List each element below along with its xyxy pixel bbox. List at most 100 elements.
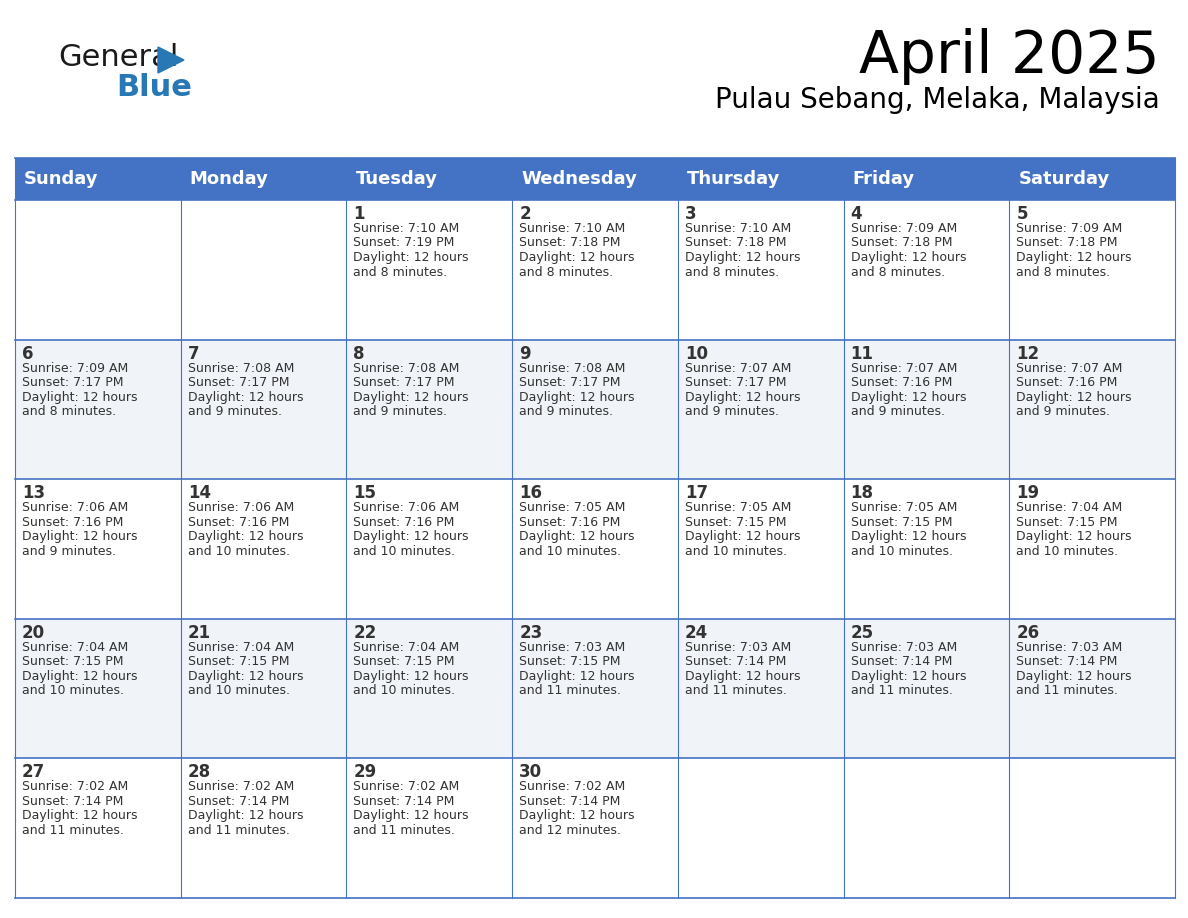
- Text: Daylight: 12 hours: Daylight: 12 hours: [519, 531, 634, 543]
- Text: 8: 8: [353, 344, 365, 363]
- Text: Sunrise: 7:04 AM: Sunrise: 7:04 AM: [188, 641, 293, 654]
- Text: Sunset: 7:18 PM: Sunset: 7:18 PM: [1016, 237, 1118, 250]
- Bar: [15, 479, 181, 619]
- Text: 10: 10: [684, 344, 708, 363]
- Bar: [678, 158, 843, 200]
- Text: 12: 12: [1016, 344, 1040, 363]
- Text: 24: 24: [684, 624, 708, 642]
- Bar: [843, 758, 1010, 898]
- Text: Daylight: 12 hours: Daylight: 12 hours: [684, 390, 801, 404]
- Text: Sunrise: 7:03 AM: Sunrise: 7:03 AM: [519, 641, 625, 654]
- Text: 26: 26: [1016, 624, 1040, 642]
- Text: Sunrise: 7:09 AM: Sunrise: 7:09 AM: [1016, 222, 1123, 235]
- Text: Sunset: 7:17 PM: Sunset: 7:17 PM: [188, 376, 289, 389]
- Text: Sunrise: 7:04 AM: Sunrise: 7:04 AM: [353, 641, 460, 654]
- Bar: [512, 479, 678, 619]
- Text: Sunset: 7:18 PM: Sunset: 7:18 PM: [684, 237, 786, 250]
- Text: Daylight: 12 hours: Daylight: 12 hours: [353, 390, 469, 404]
- Bar: [678, 479, 843, 619]
- Text: Sunrise: 7:02 AM: Sunrise: 7:02 AM: [188, 780, 293, 793]
- Bar: [347, 619, 512, 758]
- Text: April 2025: April 2025: [859, 28, 1159, 85]
- Text: Sunset: 7:15 PM: Sunset: 7:15 PM: [1016, 516, 1118, 529]
- Text: Sunset: 7:14 PM: Sunset: 7:14 PM: [353, 795, 455, 808]
- Text: 9: 9: [519, 344, 531, 363]
- Text: Sunrise: 7:09 AM: Sunrise: 7:09 AM: [23, 362, 128, 375]
- Text: Daylight: 12 hours: Daylight: 12 hours: [519, 670, 634, 683]
- Bar: [1010, 479, 1175, 619]
- Text: and 8 minutes.: and 8 minutes.: [519, 265, 613, 278]
- Text: 7: 7: [188, 344, 200, 363]
- Bar: [843, 200, 1010, 340]
- Text: Daylight: 12 hours: Daylight: 12 hours: [23, 670, 138, 683]
- Bar: [15, 340, 181, 479]
- Text: and 8 minutes.: and 8 minutes.: [353, 265, 448, 278]
- Bar: [1010, 158, 1175, 200]
- Text: Daylight: 12 hours: Daylight: 12 hours: [23, 531, 138, 543]
- Text: Sunrise: 7:06 AM: Sunrise: 7:06 AM: [188, 501, 293, 514]
- Text: Wednesday: Wednesday: [522, 170, 637, 188]
- Text: Sunrise: 7:02 AM: Sunrise: 7:02 AM: [353, 780, 460, 793]
- Text: and 8 minutes.: and 8 minutes.: [1016, 265, 1111, 278]
- Text: Daylight: 12 hours: Daylight: 12 hours: [353, 531, 469, 543]
- Bar: [347, 158, 512, 200]
- Text: Sunset: 7:16 PM: Sunset: 7:16 PM: [353, 516, 455, 529]
- Text: Sunset: 7:14 PM: Sunset: 7:14 PM: [519, 795, 620, 808]
- Text: 13: 13: [23, 484, 45, 502]
- Text: and 10 minutes.: and 10 minutes.: [23, 684, 124, 698]
- Text: Daylight: 12 hours: Daylight: 12 hours: [684, 531, 801, 543]
- Text: Daylight: 12 hours: Daylight: 12 hours: [353, 251, 469, 264]
- Text: Sunset: 7:14 PM: Sunset: 7:14 PM: [684, 655, 786, 668]
- Bar: [347, 340, 512, 479]
- Text: Sunset: 7:15 PM: Sunset: 7:15 PM: [23, 655, 124, 668]
- Text: Sunrise: 7:07 AM: Sunrise: 7:07 AM: [851, 362, 958, 375]
- Text: Sunrise: 7:09 AM: Sunrise: 7:09 AM: [851, 222, 956, 235]
- Text: and 10 minutes.: and 10 minutes.: [851, 544, 953, 558]
- Text: Thursday: Thursday: [687, 170, 781, 188]
- Text: Sunrise: 7:05 AM: Sunrise: 7:05 AM: [684, 501, 791, 514]
- Text: Sunset: 7:15 PM: Sunset: 7:15 PM: [519, 655, 620, 668]
- Text: Saturday: Saturday: [1018, 170, 1110, 188]
- Bar: [512, 158, 678, 200]
- Text: 20: 20: [23, 624, 45, 642]
- Bar: [678, 758, 843, 898]
- Bar: [15, 200, 181, 340]
- Polygon shape: [158, 47, 184, 73]
- Bar: [15, 619, 181, 758]
- Bar: [181, 479, 347, 619]
- Text: Sunset: 7:18 PM: Sunset: 7:18 PM: [519, 237, 620, 250]
- Text: Daylight: 12 hours: Daylight: 12 hours: [851, 531, 966, 543]
- Text: and 9 minutes.: and 9 minutes.: [684, 405, 779, 418]
- Text: 15: 15: [353, 484, 377, 502]
- Text: and 9 minutes.: and 9 minutes.: [1016, 405, 1111, 418]
- Text: and 12 minutes.: and 12 minutes.: [519, 823, 621, 837]
- Text: 21: 21: [188, 624, 210, 642]
- Text: Sunset: 7:15 PM: Sunset: 7:15 PM: [188, 655, 289, 668]
- Text: 28: 28: [188, 764, 210, 781]
- Text: Sunset: 7:15 PM: Sunset: 7:15 PM: [684, 516, 786, 529]
- Bar: [15, 158, 181, 200]
- Text: and 9 minutes.: and 9 minutes.: [851, 405, 944, 418]
- Text: Sunset: 7:15 PM: Sunset: 7:15 PM: [353, 655, 455, 668]
- Bar: [347, 479, 512, 619]
- Text: Sunrise: 7:06 AM: Sunrise: 7:06 AM: [353, 501, 460, 514]
- Bar: [843, 340, 1010, 479]
- Text: and 9 minutes.: and 9 minutes.: [23, 544, 116, 558]
- Text: Daylight: 12 hours: Daylight: 12 hours: [23, 390, 138, 404]
- Text: Sunset: 7:16 PM: Sunset: 7:16 PM: [851, 376, 952, 389]
- Text: Sunrise: 7:03 AM: Sunrise: 7:03 AM: [851, 641, 956, 654]
- Bar: [512, 619, 678, 758]
- Text: Sunrise: 7:07 AM: Sunrise: 7:07 AM: [684, 362, 791, 375]
- Text: Sunrise: 7:10 AM: Sunrise: 7:10 AM: [353, 222, 460, 235]
- Text: 19: 19: [1016, 484, 1040, 502]
- Text: and 10 minutes.: and 10 minutes.: [353, 544, 455, 558]
- Text: Sunset: 7:14 PM: Sunset: 7:14 PM: [188, 795, 289, 808]
- Text: Sunrise: 7:04 AM: Sunrise: 7:04 AM: [23, 641, 128, 654]
- Bar: [1010, 619, 1175, 758]
- Bar: [843, 619, 1010, 758]
- Text: 18: 18: [851, 484, 873, 502]
- Text: Sunrise: 7:06 AM: Sunrise: 7:06 AM: [23, 501, 128, 514]
- Text: and 10 minutes.: and 10 minutes.: [353, 684, 455, 698]
- Text: Daylight: 12 hours: Daylight: 12 hours: [519, 251, 634, 264]
- Text: Sunset: 7:14 PM: Sunset: 7:14 PM: [851, 655, 952, 668]
